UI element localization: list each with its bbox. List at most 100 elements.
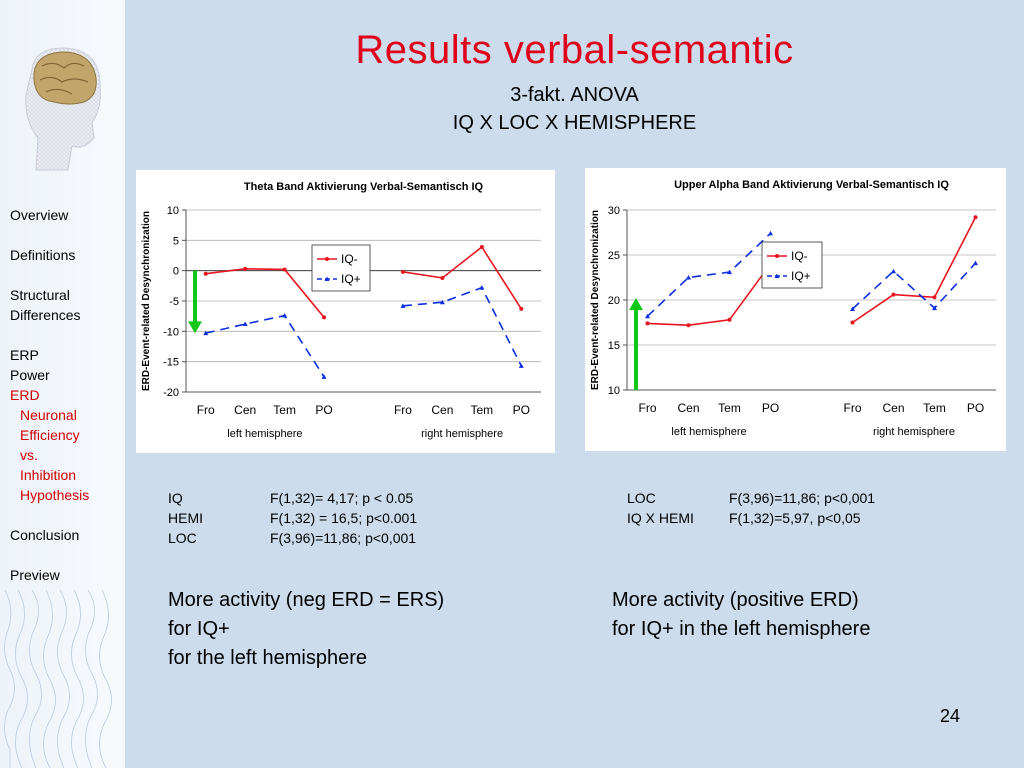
data-point-IQ+ — [400, 303, 406, 308]
legend-label: IQ+ — [791, 269, 811, 283]
stat-value: F(1,32) = 16,5; p<0.001 — [270, 510, 418, 526]
data-point-IQ- — [282, 267, 287, 272]
group-label: right hemisphere — [873, 426, 955, 438]
anova-stats-left: IQ F(1,32)= 4,17; p < 0.05 HEMI F(1,32) = … — [168, 488, 417, 548]
data-point-IQ+ — [439, 299, 445, 305]
effect-arrow-head — [188, 321, 202, 334]
stat-row: IQ X HEMI F(1,32)=5,97, p<0,05 — [627, 508, 875, 528]
legend-label: IQ- — [341, 252, 358, 266]
data-point-IQ+ — [479, 285, 485, 290]
nav-structural[interactable]: Structural — [10, 287, 70, 303]
stat-term: IQ X HEMI — [627, 510, 694, 526]
chart-title: Upper Alpha Band Aktivierung Verbal-Sema… — [674, 179, 949, 191]
x-tick-label: Fro — [844, 401, 862, 415]
y-tick-label: -5 — [169, 296, 179, 308]
slide-subtitle-anova: 3-fakt. ANOVA — [510, 84, 639, 106]
page-number: 24 — [939, 706, 961, 726]
y-tick-label: 15 — [608, 340, 620, 352]
slide-title: Results verbal-semantic — [355, 28, 794, 72]
nav-definitions[interactable]: Definitions — [10, 247, 76, 263]
data-point-IQ- — [645, 321, 650, 326]
y-tick-label: -10 — [163, 326, 179, 338]
x-tick-label: Cen — [431, 403, 453, 417]
theta-band-chart: Theta Band Aktivierung Verbal-Semantisch… — [136, 170, 555, 453]
y-tick-label: 0 — [173, 266, 179, 278]
stat-row: LOC F(3,96)=11,86; p<0,001 — [627, 488, 875, 508]
y-tick-label: 20 — [608, 295, 620, 307]
data-point-IQ- — [727, 317, 732, 322]
data-point-IQ+ — [282, 313, 288, 318]
series-line-IQ- — [647, 263, 772, 327]
data-point-IQ- — [973, 215, 978, 220]
series-line-IQ+ — [851, 262, 977, 310]
upper-alpha-band-chart-svg: Upper Alpha Band Aktivierung Verbal-Sema… — [590, 179, 996, 438]
stat-term: IQ — [168, 490, 183, 506]
x-tick-label: Tem — [718, 401, 741, 415]
legend-box — [761, 241, 823, 289]
data-point-IQ+ — [973, 260, 978, 266]
conclusion-right: More activity (positive ERD) for IQ+ in … — [612, 586, 870, 644]
data-point-IQ+ — [768, 230, 773, 236]
brain-head-icon — [25, 47, 101, 171]
nav-overview[interactable]: Overview — [10, 207, 69, 223]
nav-erp[interactable]: ERP — [10, 347, 39, 363]
data-point-IQ- — [203, 271, 208, 276]
x-tick-label: PO — [315, 403, 332, 417]
nav-conclusion[interactable]: Conclusion — [10, 527, 80, 543]
data-point-IQ+ — [203, 330, 209, 336]
stat-value: F(1,32)=5,97, p<0,05 — [729, 510, 861, 526]
y-axis-label: ERD-Event-related Desynchronization — [141, 211, 152, 391]
sidebar: Overview Definitions Structural Differen… — [0, 0, 125, 768]
x-tick-label: Tem — [470, 403, 493, 417]
y-axis-label: ERD-Event-related Desynchronization — [590, 210, 601, 390]
legend-marker — [774, 273, 780, 278]
y-tick-label: -15 — [163, 357, 179, 369]
conclusion-line: More activity (positive ERD) — [612, 589, 859, 611]
data-point-IQ+ — [645, 313, 650, 319]
stat-term: HEMI — [168, 510, 203, 526]
data-point-IQ- — [400, 269, 405, 274]
conclusion-line: for IQ+ in the left hemisphere — [612, 618, 871, 640]
conclusion-left: More activity (neg ERD = ERS) for IQ+ fo… — [168, 586, 444, 673]
x-tick-label: Fro — [197, 403, 215, 417]
nav-vs[interactable]: vs. — [20, 447, 38, 463]
legend-marker — [325, 257, 329, 261]
x-tick-label: Cen — [234, 403, 256, 417]
conclusion-line: for IQ+ — [168, 618, 230, 640]
y-tick-label: 25 — [608, 250, 620, 262]
data-point-IQ+ — [891, 268, 896, 274]
x-tick-label: Cen — [677, 401, 699, 415]
stat-row: LOC F(3,96)=11,86; p<0,001 — [168, 528, 417, 548]
data-point-IQ+ — [518, 363, 524, 368]
group-label: left hemisphere — [227, 428, 302, 440]
legend-marker — [775, 254, 779, 258]
data-point-IQ- — [322, 315, 327, 320]
legend-marker — [324, 276, 330, 281]
theta-band-chart-svg: Theta Band Aktivierung Verbal-Semantisch… — [141, 181, 541, 440]
series-line-IQ+ — [402, 286, 522, 367]
y-tick-label: 10 — [608, 385, 620, 397]
stat-value: F(1,32)= 4,17; p < 0.05 — [270, 490, 414, 506]
x-tick-label: PO — [762, 401, 779, 415]
data-point-IQ- — [479, 245, 484, 250]
nav-hypothesis[interactable]: Hypothesis — [20, 487, 90, 503]
nav-neuronal[interactable]: Neuronal — [20, 407, 77, 423]
stat-value: F(3,96)=11,86; p<0,001 — [729, 490, 876, 506]
slide-subtitle-factors: IQ X LOC X HEMISPHERE — [452, 112, 697, 134]
anova-stats-right: LOC F(3,96)=11,86; p<0,001 IQ X HEMI F(1,3… — [627, 488, 875, 528]
nav-differences[interactable]: Differences — [10, 307, 81, 323]
series-line-IQ- — [852, 216, 977, 324]
conclusion-line: More activity (neg ERD = ERS) — [168, 589, 445, 611]
nav-preview[interactable]: Preview — [10, 567, 60, 583]
series-line-IQ- — [402, 245, 522, 310]
nav-erd[interactable]: ERD — [10, 387, 40, 403]
nav-efficiency[interactable]: Efficiency — [20, 427, 80, 443]
group-label: right hemisphere — [421, 428, 503, 440]
x-tick-label: Tem — [923, 401, 946, 415]
eeg-wave-decoration — [4, 590, 112, 768]
stat-row: IQ F(1,32)= 4,17; p < 0.05 — [168, 488, 417, 508]
data-point-IQ+ — [686, 275, 691, 280]
nav-power[interactable]: Power — [10, 367, 50, 383]
chart-title: Theta Band Aktivierung Verbal-Semantisch… — [244, 181, 484, 193]
nav-inhibition[interactable]: Inhibition — [20, 467, 77, 483]
